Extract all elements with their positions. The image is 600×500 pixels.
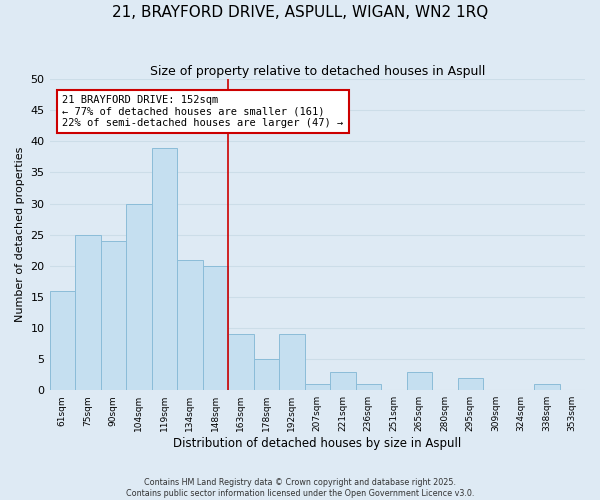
Bar xyxy=(50,290,75,390)
Bar xyxy=(254,359,279,390)
Y-axis label: Number of detached properties: Number of detached properties xyxy=(15,147,25,322)
Bar xyxy=(228,334,254,390)
Title: Size of property relative to detached houses in Aspull: Size of property relative to detached ho… xyxy=(149,65,485,78)
Bar xyxy=(177,260,203,390)
Bar xyxy=(356,384,381,390)
Bar xyxy=(458,378,483,390)
Bar xyxy=(279,334,305,390)
Bar xyxy=(152,148,177,390)
Bar xyxy=(203,266,228,390)
Bar xyxy=(534,384,560,390)
Bar xyxy=(305,384,330,390)
Bar xyxy=(75,234,101,390)
Bar xyxy=(101,241,126,390)
Text: 21, BRAYFORD DRIVE, ASPULL, WIGAN, WN2 1RQ: 21, BRAYFORD DRIVE, ASPULL, WIGAN, WN2 1… xyxy=(112,5,488,20)
Text: Contains HM Land Registry data © Crown copyright and database right 2025.
Contai: Contains HM Land Registry data © Crown c… xyxy=(126,478,474,498)
Bar xyxy=(126,204,152,390)
X-axis label: Distribution of detached houses by size in Aspull: Distribution of detached houses by size … xyxy=(173,437,461,450)
Bar xyxy=(407,372,432,390)
Text: 21 BRAYFORD DRIVE: 152sqm
← 77% of detached houses are smaller (161)
22% of semi: 21 BRAYFORD DRIVE: 152sqm ← 77% of detac… xyxy=(62,94,344,128)
Bar xyxy=(330,372,356,390)
